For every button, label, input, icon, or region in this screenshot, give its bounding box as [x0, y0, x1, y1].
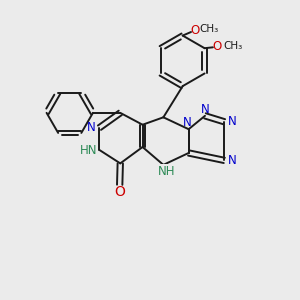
Text: CH₃: CH₃ [223, 41, 242, 51]
Text: O: O [212, 40, 222, 53]
Text: N: N [228, 115, 237, 128]
Text: O: O [114, 184, 125, 199]
Text: N: N [87, 121, 95, 134]
Text: N: N [183, 116, 191, 129]
Text: CH₃: CH₃ [200, 24, 219, 34]
Text: NH: NH [158, 165, 175, 178]
Text: HN: HN [80, 143, 98, 157]
Text: N: N [201, 103, 209, 116]
Text: N: N [228, 154, 237, 167]
Text: O: O [190, 24, 199, 37]
